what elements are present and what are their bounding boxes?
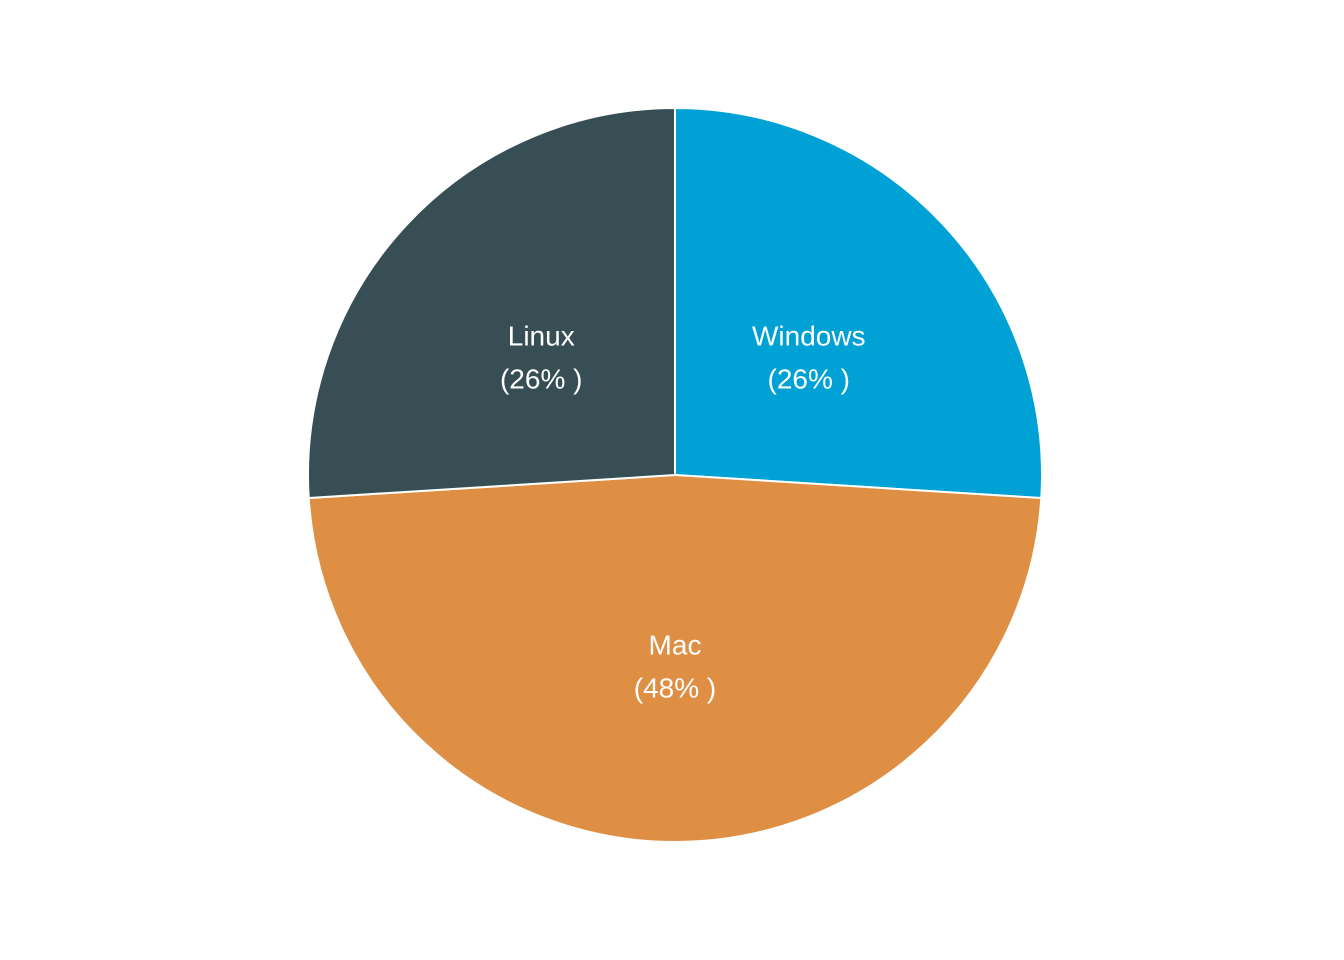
slice-percent-mac: (48% ) xyxy=(634,673,716,704)
slice-label-windows: Windows xyxy=(752,320,866,351)
pie-slice-windows xyxy=(674,106,1043,500)
pie-slice-linux xyxy=(307,106,676,500)
slice-label-mac: Mac xyxy=(649,630,702,661)
slice-percent-linux: (26% ) xyxy=(500,363,582,394)
slice-percent-windows: (26% ) xyxy=(768,363,850,394)
pie-slice-mac xyxy=(307,473,1043,844)
labels-layer: Windows (26% ) Mac (48% ) Linux (26% ) xyxy=(500,320,866,703)
slices-layer xyxy=(307,106,1043,844)
slice-label-linux: Linux xyxy=(508,320,575,351)
